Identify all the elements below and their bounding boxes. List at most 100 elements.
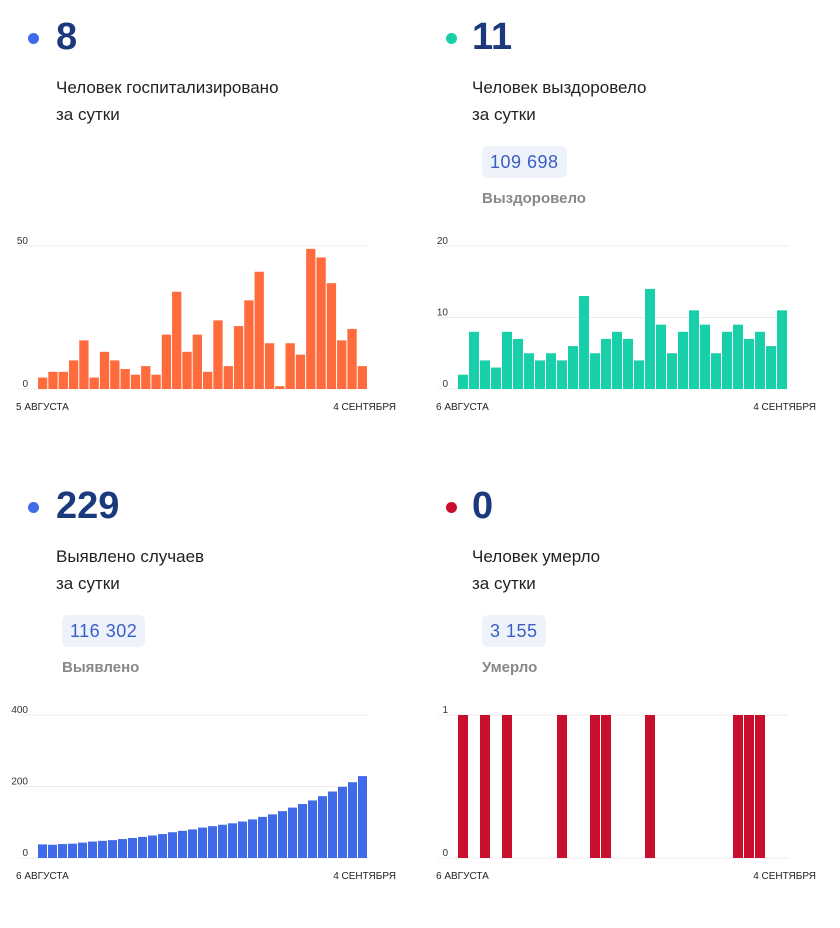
bar <box>161 334 172 389</box>
x-start-label: 6 АВГУСТА <box>436 871 489 882</box>
bar <box>151 374 161 389</box>
bar <box>278 811 287 858</box>
deaths-chart: 0 1 6 АВГУСТА 4 СЕНТЯБРЯ <box>436 705 816 882</box>
bar <box>218 824 227 858</box>
bar <box>318 796 327 858</box>
bar <box>298 804 307 858</box>
bar <box>213 320 223 389</box>
hospitalized-chart: 0 50 5 АВГУСТА 4 СЕНТЯБРЯ <box>16 236 396 413</box>
bar <box>590 353 600 389</box>
bar <box>288 807 297 858</box>
panel-deaths: 0 Человек умерло за сутки 3 155 Умерло 0… <box>420 469 840 928</box>
x-end-label: 4 СЕНТЯБРЯ <box>333 402 396 413</box>
panel-cases: 229 Выявлено случаев за сутки 116 302 Вы… <box>0 469 420 928</box>
bar <box>128 837 137 858</box>
bar <box>316 257 326 389</box>
bar <box>203 371 213 389</box>
bar <box>546 353 556 389</box>
label-line-1: Человек госпитализировано <box>56 78 279 97</box>
bar <box>623 338 633 389</box>
bar <box>38 377 48 389</box>
label-line-2: за сутки <box>472 105 536 124</box>
bar <box>667 353 677 389</box>
y-tick-label: 0 <box>442 848 448 859</box>
bar <box>744 715 754 858</box>
y-tick-label: 0 <box>22 848 28 859</box>
panel-hospitalized: 8 Человек госпитализировано за сутки 0 50… <box>0 0 420 459</box>
panel-recovered: 11 Человек выздоровело за сутки 109 698 … <box>420 0 840 459</box>
bar <box>141 366 151 389</box>
dot-marker <box>28 502 39 513</box>
bar <box>254 271 264 389</box>
bar <box>557 360 567 389</box>
bar <box>645 288 655 389</box>
recovered-total: 109 698 <box>482 146 567 178</box>
bar <box>755 331 765 389</box>
bar <box>535 360 545 389</box>
bar <box>110 360 120 389</box>
bar <box>120 368 130 389</box>
bar <box>306 248 316 389</box>
bar <box>458 374 468 389</box>
y-tick-label: 10 <box>437 308 449 319</box>
bar <box>168 832 177 858</box>
label-line-1: Человек умерло <box>472 547 601 566</box>
bar <box>766 346 776 389</box>
bar <box>502 715 512 858</box>
cases-total-label: Выявлено <box>62 659 140 676</box>
label-line-1: Выявлено случаев <box>56 547 205 566</box>
bar <box>502 331 512 389</box>
bar <box>601 338 611 389</box>
bar <box>148 835 157 858</box>
bar <box>264 343 275 389</box>
bar <box>358 776 367 858</box>
bar <box>248 819 257 858</box>
bar <box>48 371 58 389</box>
cases-value: 229 <box>56 485 120 527</box>
y-tick-label: 0 <box>442 379 448 390</box>
bar <box>48 844 57 858</box>
bar <box>268 814 277 858</box>
bar <box>108 840 117 859</box>
y-tick-label: 1 <box>442 705 448 716</box>
bar <box>78 842 87 858</box>
bar <box>68 843 77 858</box>
bar <box>58 844 67 858</box>
x-end-label: 4 СЕНТЯБРЯ <box>753 402 816 413</box>
bar <box>89 377 99 389</box>
cases-total: 116 302 <box>62 615 146 647</box>
dot-marker <box>446 33 457 44</box>
bar <box>590 715 600 858</box>
bar <box>469 331 479 389</box>
recovered-chart: 0 10 20 6 АВГУСТА 4 СЕНТЯБРЯ <box>436 236 816 413</box>
label-line-2: за сутки <box>56 574 120 593</box>
y-tick-label: 200 <box>11 777 28 788</box>
bar <box>348 782 357 858</box>
bar <box>233 326 244 389</box>
bar <box>79 340 89 389</box>
x-start-label: 6 АВГУСТА <box>436 402 489 413</box>
bar <box>285 343 295 389</box>
bar <box>238 821 247 858</box>
bar <box>524 353 534 389</box>
bar <box>88 841 97 858</box>
bar <box>700 324 710 389</box>
recovered-value: 11 <box>472 16 513 58</box>
bar <box>244 300 254 389</box>
bar <box>308 800 317 858</box>
bar <box>158 834 167 858</box>
bar <box>58 371 68 389</box>
recovered-label: Человек выздоровело за сутки <box>472 74 792 128</box>
bar <box>711 353 721 389</box>
label-line-1: Человек выздоровело <box>472 78 647 97</box>
label-line-2: за сутки <box>472 574 536 593</box>
bar <box>295 354 306 389</box>
bar <box>130 374 141 389</box>
bar <box>656 324 666 389</box>
bar <box>38 844 47 858</box>
bar <box>223 366 233 389</box>
bar <box>777 310 787 389</box>
recovered-total-label: Выздоровело <box>482 190 586 207</box>
bar <box>347 328 357 389</box>
bar <box>326 283 337 389</box>
